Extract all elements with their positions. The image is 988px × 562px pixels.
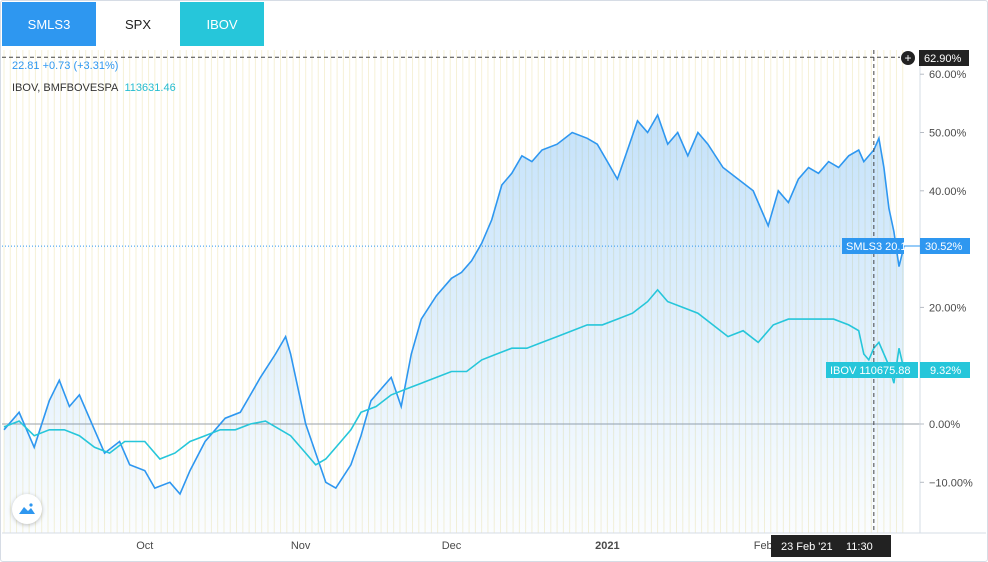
- ibov-price-text: IBOV 110675.88: [830, 365, 911, 377]
- x-tick-label: 2021: [595, 540, 619, 552]
- plus-circle-icon[interactable]: [901, 51, 915, 65]
- crosshair-top-label: + 62.90%: [901, 50, 969, 66]
- time-axis: Oct Nov Dec 2021 Feb: [136, 540, 772, 552]
- x-tick-label: Nov: [291, 540, 311, 552]
- y-tick-label: 0.00%: [929, 419, 960, 431]
- crosshair-date-label: 23 Feb '21 11:30: [771, 535, 891, 557]
- smls3-price-label: SMLS3 20.12 30.52%: [842, 238, 970, 254]
- y-tick-label: 20.00%: [929, 302, 967, 314]
- ibov-price-label: IBOV 110675.88 9.32%: [826, 362, 970, 378]
- smls3-pct-text: 30.52%: [925, 241, 963, 253]
- tab-ibov[interactable]: IBOV: [180, 2, 264, 46]
- price-axis: −10.00%0.00%10.00%20.00%30.00%40.00%50.0…: [920, 69, 973, 489]
- legend-ibov: IBOV, BMFBOVESPA 113631.46: [12, 82, 176, 94]
- smls3-series-line: [3, 113, 905, 496]
- legend-ibov-label: IBOV, BMFBOVESPA: [12, 82, 119, 94]
- fit-chart-button[interactable]: [12, 494, 42, 524]
- tab-smls3[interactable]: SMLS3: [2, 2, 96, 46]
- y-tick-label: 40.00%: [929, 186, 967, 198]
- crosshair-value-label: 62.90%: [924, 53, 962, 65]
- crosshair-time-text: 11:30: [846, 541, 873, 553]
- legend-smls3: 22.81 +0.73 (+3.31%): [12, 60, 119, 72]
- x-tick-label: Oct: [136, 540, 153, 552]
- y-tick-label: 60.00%: [929, 69, 967, 81]
- y-tick-label: −10.00%: [929, 477, 973, 489]
- x-tick-label: Dec: [442, 540, 462, 552]
- x-tick-label: Feb: [754, 540, 773, 552]
- crosshair-date-text: 23 Feb '21: [781, 541, 833, 553]
- ibov-series-line: [3, 288, 905, 466]
- smls3-area-fill: [4, 115, 904, 533]
- legend-ibov-value: 113631.46: [124, 82, 176, 94]
- ibov-pct-text: 9.32%: [930, 365, 961, 377]
- y-tick-label: 50.00%: [929, 128, 967, 140]
- plus-icon: +: [904, 51, 911, 65]
- smls3-price-text: SMLS3 20.12: [846, 241, 913, 253]
- mountain-chart-icon: [19, 503, 35, 514]
- tab-spx[interactable]: SPX: [96, 2, 180, 46]
